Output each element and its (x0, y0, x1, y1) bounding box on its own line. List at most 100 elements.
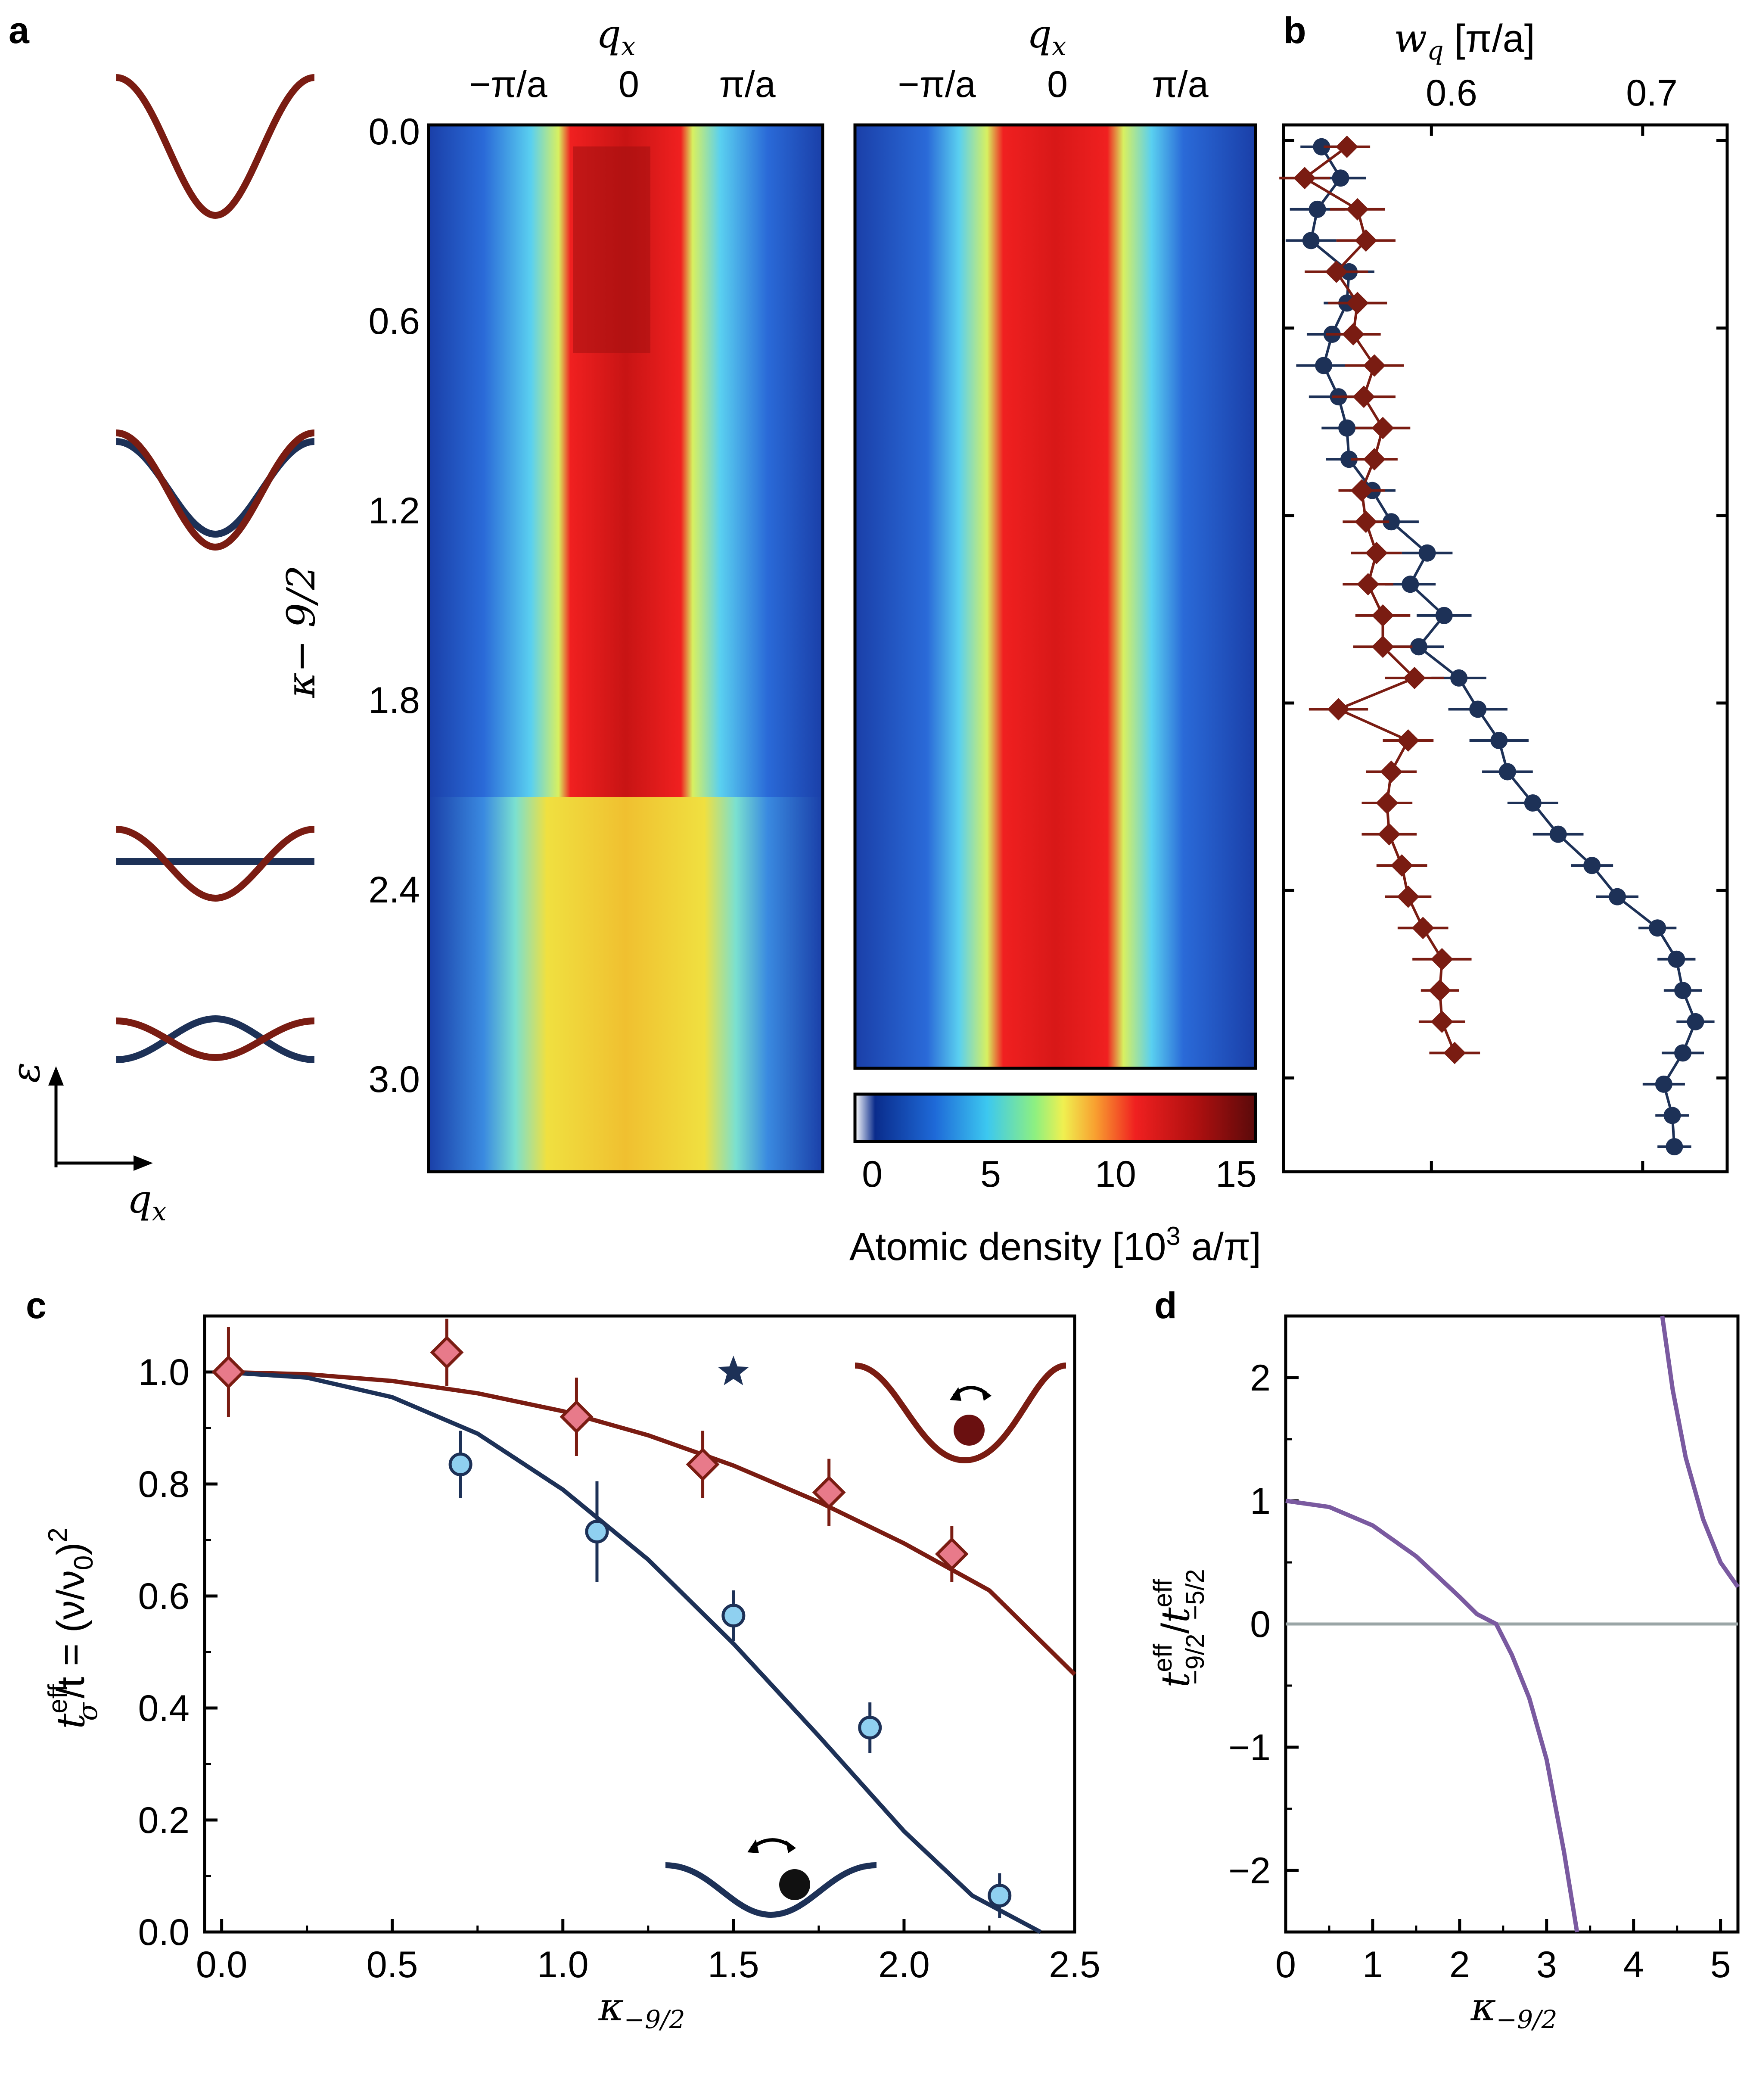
panel-b-xtick: 0.6 (1426, 72, 1477, 114)
panel-b-blue-point (1490, 731, 1508, 749)
panel-b-blue-point (1608, 888, 1626, 905)
panel-c-pink-point (430, 1335, 464, 1369)
panel-b-red-point (1380, 760, 1403, 783)
panel-b-blue-point (1309, 200, 1326, 218)
kappa-tick-label: 2.4 (368, 869, 420, 911)
band-schematic-1-red (116, 74, 315, 219)
panel-b-blue-point (1313, 138, 1330, 156)
panel-b-blue-point (1435, 607, 1453, 624)
inset-blue-well (665, 1838, 877, 1918)
panel-c-marks (211, 1319, 1076, 1934)
panel-b-blue-point (1498, 763, 1516, 781)
colorbar-tick: 10 (1095, 1154, 1136, 1195)
panel-d-xtick-label: 1 (1362, 1944, 1383, 1985)
panel-c: 0.0 0.5 1.0 1.5 2.0 2.5 0.0 0.2 0.4 0.6 0.8 1.0 κ−9… (43, 1314, 1100, 2034)
panel-c-pink-point (211, 1355, 246, 1389)
axes-qx-label: qx (127, 1177, 166, 1227)
panel-b-marks (1279, 135, 1715, 1155)
panel-b-blue-point (1666, 1138, 1683, 1155)
band-schematic-4-navy (116, 1015, 315, 1063)
colorbar-label: Atomic density [103 a/π] (849, 1222, 1261, 1269)
panel-d-ytick-label: 0 (1250, 1604, 1271, 1645)
particle-blue-icon (779, 1869, 810, 1900)
panel-d-xtick-label: 4 (1623, 1944, 1644, 1985)
panel-b-blue-point (1583, 857, 1601, 874)
panel-d-curve-1 (1285, 1499, 1579, 1932)
panel-label-a: a (9, 10, 30, 51)
panel-b-blue-point (1410, 638, 1427, 656)
energy-label: ε (3, 1062, 49, 1083)
panel-b-red-point (1355, 510, 1377, 533)
panel-c-blue-point (858, 1716, 882, 1739)
panel-c-xtick-label: 0.0 (196, 1944, 248, 1985)
colorbar-tick: 15 (1215, 1154, 1257, 1195)
panel-c-xtick-label: 2.5 (1049, 1944, 1100, 1985)
panel-b-red-point (1443, 1042, 1466, 1064)
panel-b-blue-point (1655, 1075, 1672, 1093)
panel-b-blue-point (1663, 1107, 1681, 1124)
panel-b-blue-point (1469, 700, 1487, 718)
panel-b-red-point (1342, 323, 1365, 345)
panel-b-blue-point (1549, 825, 1567, 843)
panel-b-red-point (1365, 541, 1388, 564)
band-schematic-4-red (116, 1017, 315, 1061)
panel-b-blue-point (1302, 232, 1320, 249)
panel-b-red-point (1346, 292, 1369, 314)
panel-b-blue-point (1687, 1013, 1704, 1030)
panel-c-blue-point (721, 1604, 746, 1627)
energy-axes: ε qx (3, 1062, 166, 1227)
heatmap-left (427, 123, 824, 1173)
panel-c-red-curve (221, 1370, 1076, 1676)
panel-d-curve-2 (1660, 1316, 1740, 1589)
panel-b-red-point (1376, 792, 1399, 815)
heatmap-right (853, 123, 1257, 1070)
panel-b-blue-point (1649, 919, 1666, 937)
qx-tick-label: −π/a (469, 64, 547, 105)
panel-b-blue-point (1338, 419, 1356, 437)
panel-b-red-point (1428, 979, 1451, 1002)
panel-b-red-point (1355, 229, 1377, 252)
panel-label-d: d (1154, 1285, 1177, 1326)
panel-d-xtick-label: 2 (1449, 1944, 1470, 1985)
panel-b-red-point (1378, 823, 1401, 846)
panel-b-blue-point (1674, 982, 1691, 999)
panel-c-xtick-label: 1.5 (708, 1944, 759, 1985)
panel-c-ylabel: teffσ/t = (ν/ν0)2 (43, 1528, 103, 1729)
panel-c-ytick-label: 0.2 (138, 1800, 190, 1841)
panel-d-xlabel: κ−9/2 (1470, 1985, 1557, 2034)
panel-d-xtick-label: 3 (1536, 1944, 1557, 1985)
inset-red-well (855, 1363, 1066, 1464)
panel-c-blue-curve (221, 1370, 1042, 1934)
panel-b-red-point (1430, 1010, 1453, 1033)
panel-b-red-point (1430, 948, 1453, 971)
panel-d-ytick-label: −2 (1228, 1850, 1271, 1892)
panel-c-ytick-label: 0.6 (138, 1576, 190, 1617)
colorbar: 0 5 10 15 Atomic density [103 a/π] (849, 1092, 1261, 1269)
panel-c-xtick-label: 0.5 (367, 1944, 418, 1985)
panel-b-blue-point (1340, 451, 1358, 468)
qx-tick-label: 0 (619, 64, 639, 105)
panel-b-blue-point (1524, 794, 1542, 812)
panel-d-marks (1285, 1316, 1740, 1932)
kappa-ticks: 0.0 0.6 1.2 1.8 2.4 3.0 (368, 111, 420, 1100)
band-schematic-3-red (116, 826, 315, 902)
panel-b-blue-point (1418, 544, 1436, 562)
panel-b-red-point (1397, 729, 1420, 752)
panel-d-ticks: 0 1 2 3 4 5 −2 −1 0 1 2 (1228, 1357, 1731, 1985)
panel-c-ticks: 0.0 0.5 1.0 1.5 2.0 2.5 0.0 0.2 0.4 0.6 0.8 1.0 (138, 1352, 1100, 1985)
panel-d-xtick-label: 5 (1710, 1944, 1731, 1985)
panel-b-red-point (1411, 917, 1434, 940)
panel-b-red-point (1336, 135, 1358, 158)
panel-b-blue-point (1383, 513, 1400, 531)
colorbar-tick: 0 (862, 1154, 883, 1195)
panel-b-blue-point (1450, 669, 1468, 687)
panel-b-red-point (1352, 386, 1375, 408)
panel-c-xtick-label: 1.0 (537, 1944, 589, 1985)
panel-b-red-point (1397, 885, 1420, 908)
panel-b-red-point (1371, 635, 1394, 658)
panel-b-red-point (1350, 479, 1373, 502)
panel-label-c: c (26, 1285, 47, 1326)
panel-b-blue-point (1315, 357, 1333, 374)
qx-ticks-right: −π/a 0 π/a (898, 64, 1208, 105)
